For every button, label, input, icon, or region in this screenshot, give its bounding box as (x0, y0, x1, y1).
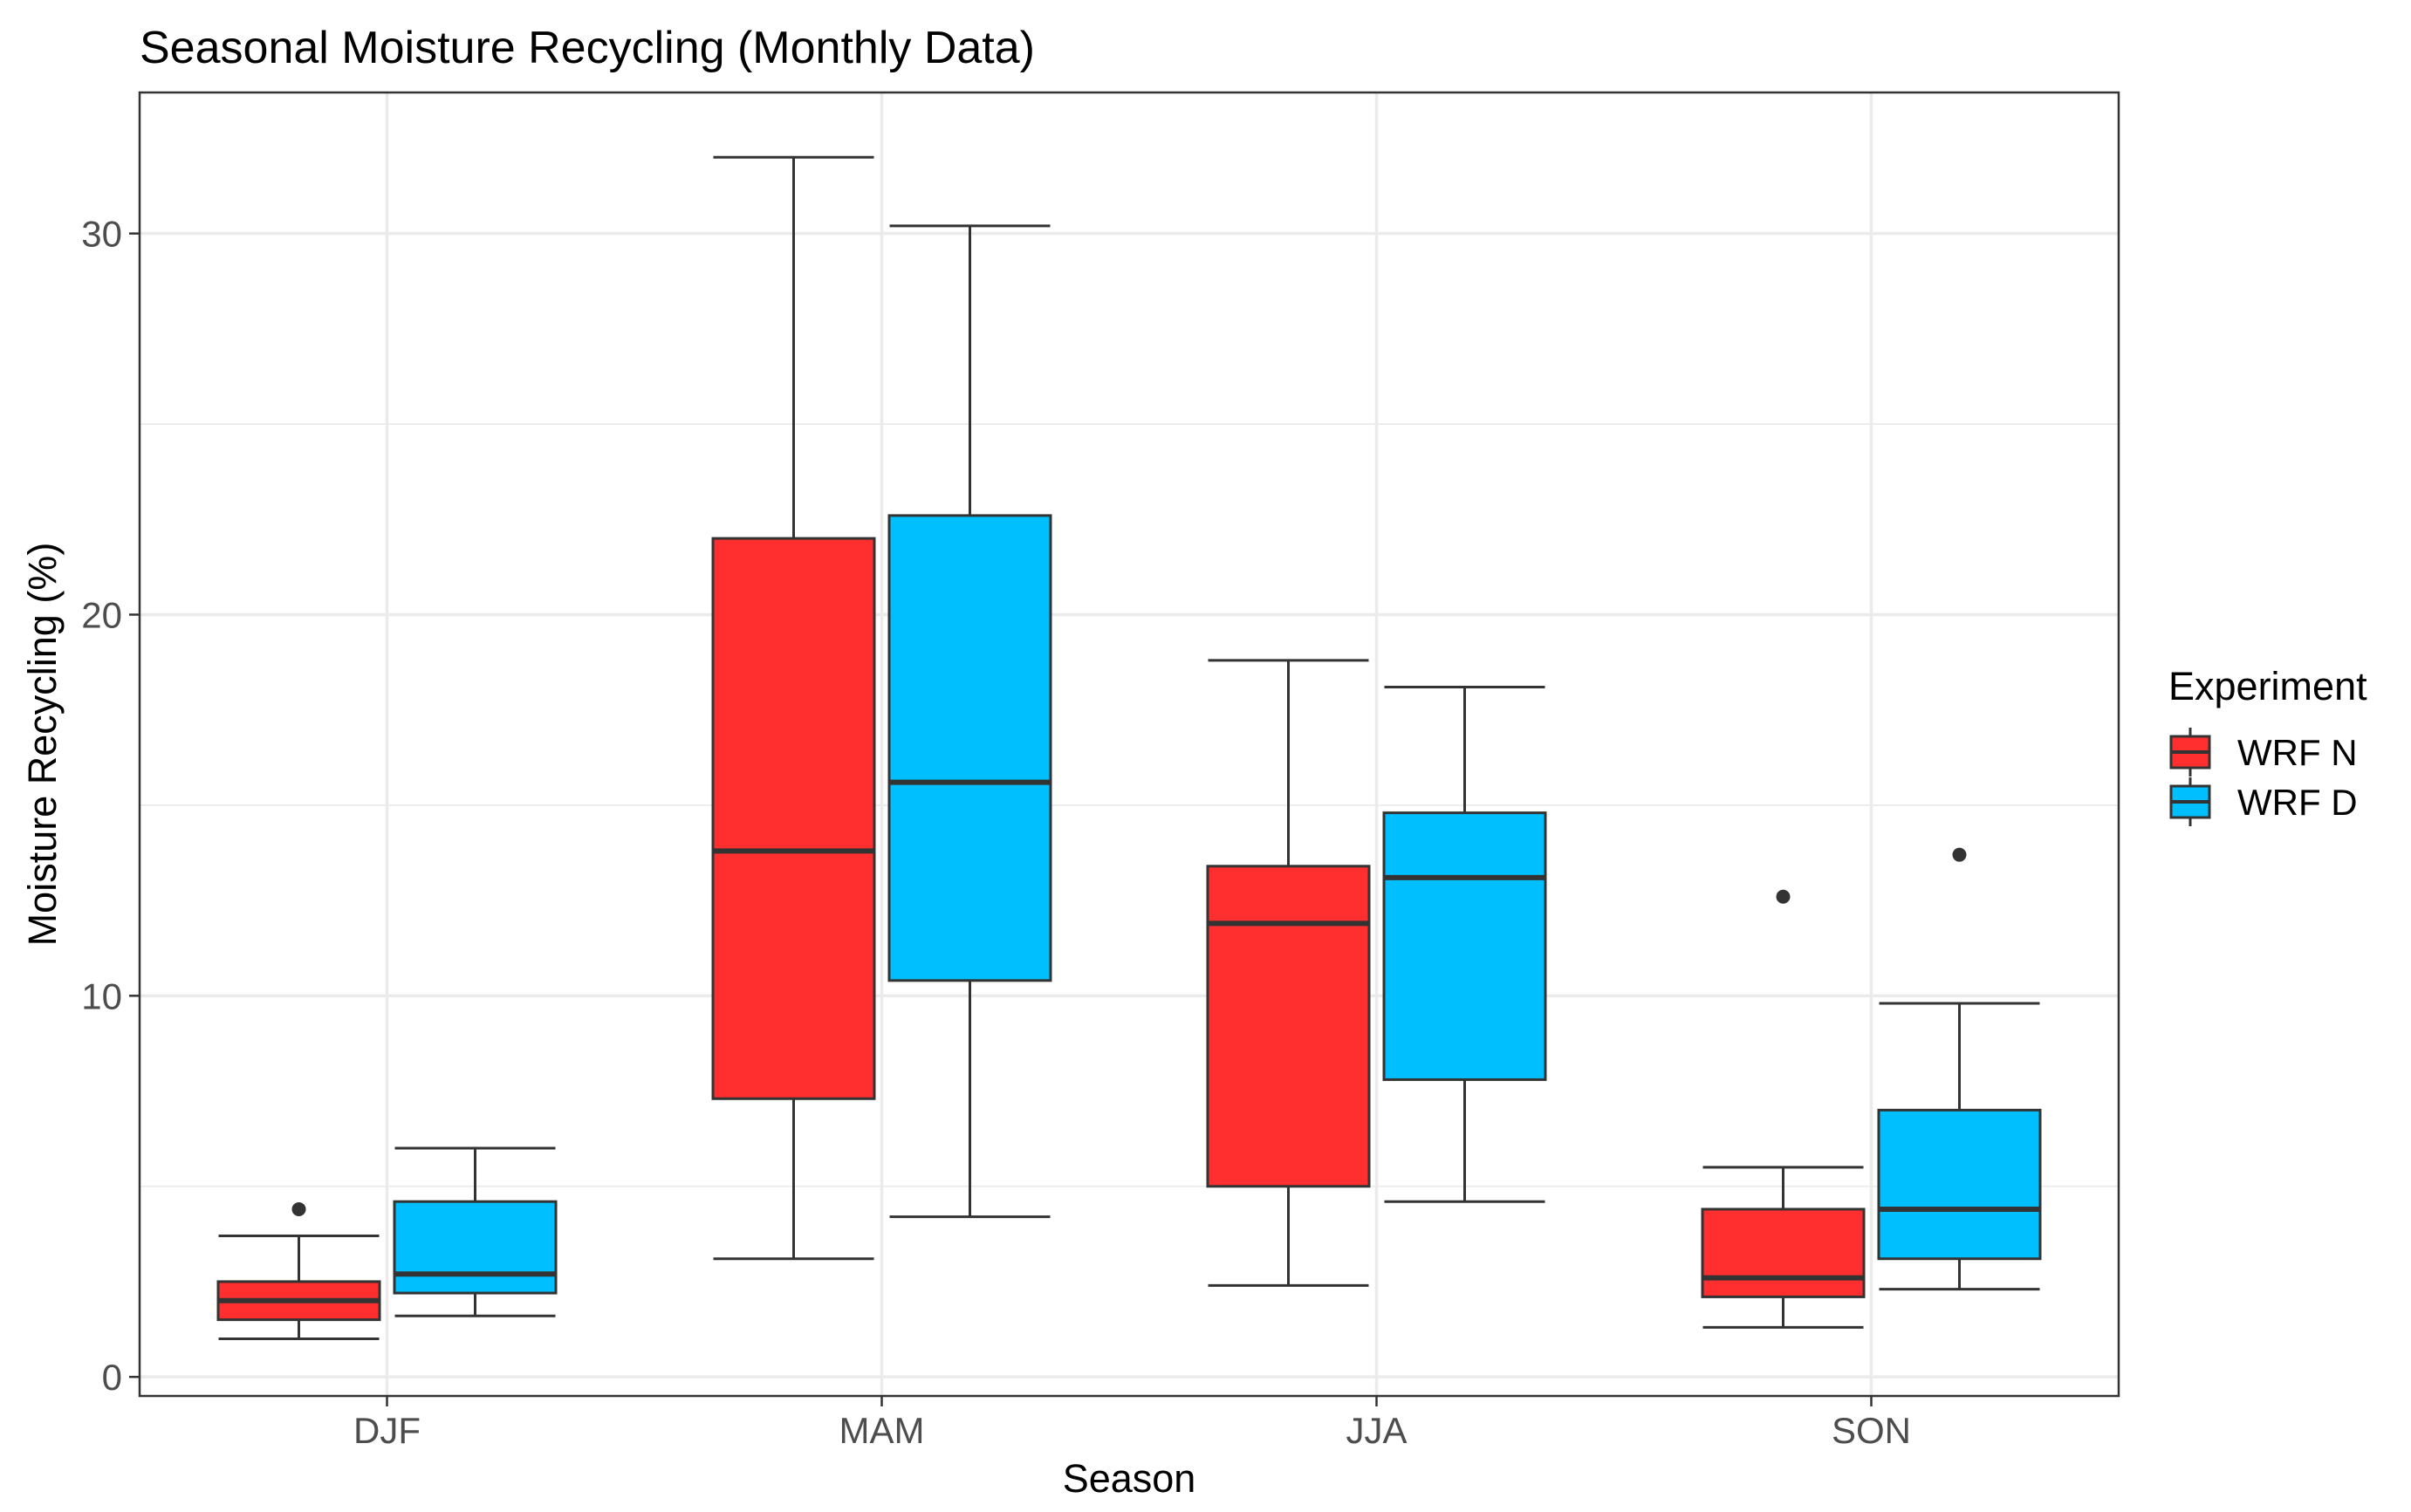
iqr-box (711, 537, 876, 1100)
iqr-box (1382, 811, 1547, 1081)
chart-title: Seasonal Moisture Recycling (Monthly Dat… (140, 23, 1035, 73)
y-tick-label: 0 (102, 1357, 122, 1398)
box-wrf-d-mam (887, 224, 1052, 1219)
legend-title: Experiment (2168, 664, 2367, 708)
box-wrf-n-mam (711, 155, 876, 1261)
iqr-box (1206, 865, 1371, 1188)
y-tick-label: 10 (81, 975, 122, 1016)
legend-item-wrf-n: WRF N (2169, 728, 2358, 777)
outlier-point (1776, 889, 1791, 904)
box-wrf-n-djf (216, 1201, 381, 1340)
x-tick-label: SON (1832, 1410, 1911, 1451)
iqr-box (887, 514, 1052, 982)
legend: Experiment WRF N WRF D (2168, 664, 2367, 826)
box-wrf-n-son (1701, 889, 1866, 1329)
box-wrf-d-djf (393, 1146, 558, 1317)
x-tick-label: MAM (839, 1410, 925, 1451)
outlier-point (1952, 847, 1967, 862)
x-tick-label: DJF (353, 1410, 421, 1451)
x-axis-title: Season (1063, 1456, 1196, 1501)
box-wrf-n-jja (1206, 659, 1371, 1287)
axes: 0 10 20 30 DJF MAM JJA SON (81, 214, 1911, 1451)
iqr-box (1877, 1108, 2042, 1261)
box-series (216, 155, 2042, 1340)
iqr-box (1701, 1208, 1866, 1298)
y-tick-label: 30 (81, 214, 122, 255)
iqr-box (393, 1200, 558, 1295)
box-wrf-d-son (1877, 847, 2042, 1291)
legend-item-wrf-d: WRF D (2169, 777, 2358, 826)
outlier-point (291, 1201, 306, 1216)
y-axis-title: Moisture Recycling (%) (20, 543, 65, 947)
legend-label: WRF D (2237, 782, 2358, 823)
legend-label: WRF N (2237, 732, 2358, 773)
y-tick-label: 20 (81, 594, 122, 635)
box-wrf-d-jja (1382, 685, 1547, 1203)
plot-panel-border (138, 91, 2120, 1398)
legend-items: WRF N WRF D (2169, 728, 2358, 826)
grid-lines (140, 92, 2119, 1396)
x-tick-label: JJA (1346, 1410, 1407, 1451)
